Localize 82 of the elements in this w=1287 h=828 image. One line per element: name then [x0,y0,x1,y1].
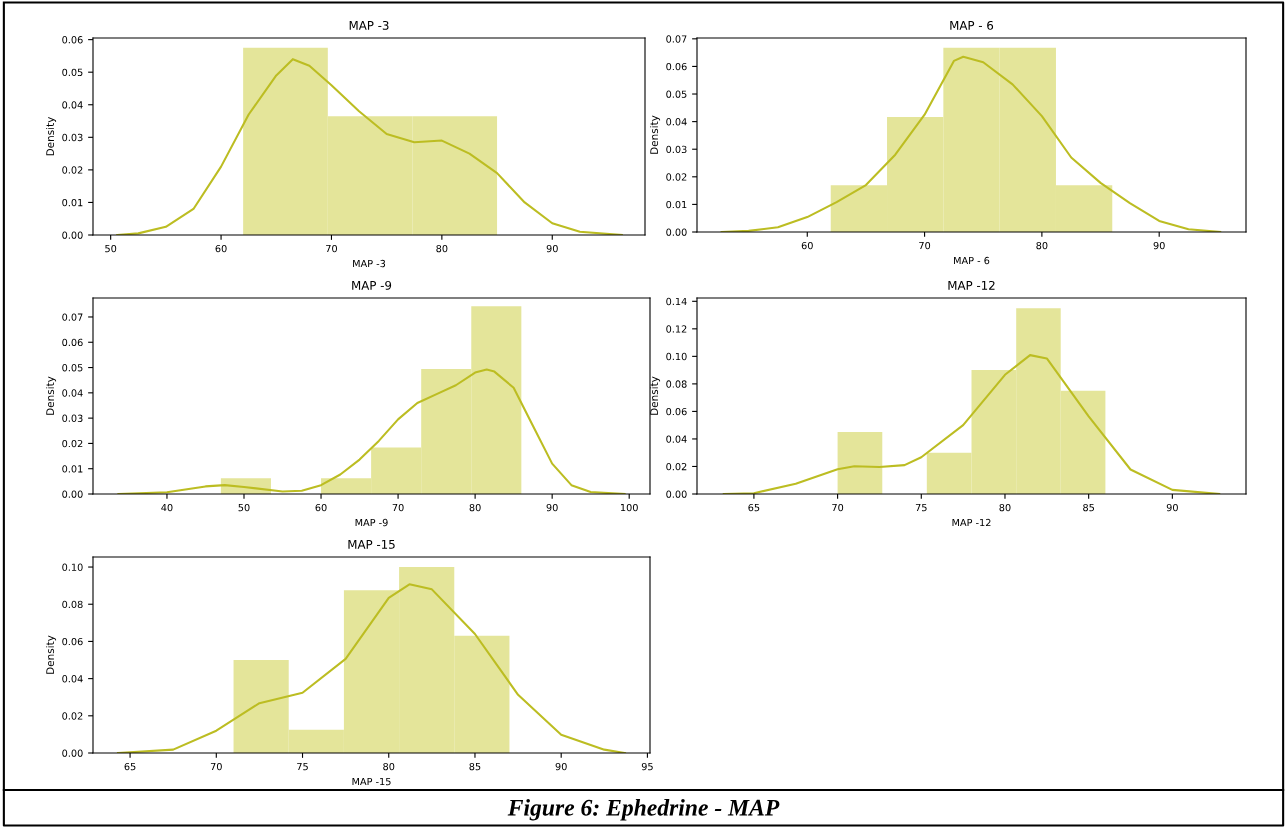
y-tick-label: 0.00 [62,749,83,757]
x-tick-label: 75 [915,504,927,512]
x-tick-label: 85 [469,762,481,771]
y-tick-label: 0.12 [666,325,687,333]
y-axis-title: Density [45,117,57,156]
x-tick-label: 90 [546,244,558,253]
y-tick-label: 0.03 [666,145,687,154]
y-tick-label: 0.07 [666,35,687,43]
y-tick-label: 0.04 [62,675,83,683]
y-tick-label: 0.06 [62,637,83,646]
x-tick-label: 65 [748,503,760,512]
x-tick-label: 80 [436,244,448,253]
y-tick-label: 0.03 [62,133,83,142]
chart-title: MAP -15 [348,540,395,549]
y-tick-label: 0.08 [666,380,687,388]
chart-title: MAP -3 [349,20,389,30]
y-tick-label: 0.06 [666,407,687,416]
x-tick-label: 65 [124,762,136,771]
x-tick-label: 80 [999,503,1011,512]
y-tick-label: 0.04 [666,118,687,126]
x-tick-label: 80 [383,762,395,771]
x-tick-label: 80 [1036,241,1048,250]
y-tick-label: 0.03 [62,414,83,422]
x-axis-title: MAP -9 [355,518,388,527]
y-tick-label: 0.02 [666,173,687,181]
x-tick-label: 60 [801,241,813,250]
x-tick-label: 75 [297,763,308,771]
x-tick-label: 95 [641,762,653,771]
y-tick-label: 0.05 [666,90,687,98]
x-tick-label: 90 [1166,503,1178,512]
x-tick-label: 50 [105,244,117,253]
x-tick-label: 100 [620,503,638,512]
x-tick-label: 85 [1083,503,1094,512]
x-tick-label: 50 [238,503,250,512]
y-axis-title: Density [45,635,57,674]
y-tick-label: 0.01 [62,465,83,473]
y-tick-label: 0.00 [666,490,687,498]
y-axis-title: Density [45,376,57,415]
y-tick-label: 0.04 [666,435,687,443]
y-tick-label: 0.06 [62,36,83,44]
y-tick-label: 0.01 [62,198,83,207]
x-axis-title: MAP -12 [952,518,991,527]
y-tick-label: 0.06 [666,62,687,71]
chart-title: MAP -9 [352,280,392,290]
y-tick-label: 0.02 [62,439,83,448]
y-tick-label: 0.00 [666,228,687,236]
x-tick-label: 60 [315,503,327,512]
y-tick-label: 0.05 [62,68,83,77]
x-axis-title: MAP -15 [352,777,391,786]
x-tick-label: 70 [832,503,844,512]
y-tick-label: 0.10 [62,563,83,571]
x-tick-label: 60 [215,244,227,253]
y-tick-label: 0.06 [62,338,83,347]
y-tick-label: 0.02 [666,462,687,471]
x-tick-label: 70 [392,503,404,512]
y-tick-label: 0.00 [62,490,83,498]
y-axis-title: Density [649,115,661,154]
y-tick-label: 0.07 [62,313,83,321]
y-tick-label: 0.01 [666,200,687,209]
y-tick-label: 0.00 [62,231,83,239]
x-tick-label: 90 [546,503,558,512]
y-tick-label: 0.02 [62,166,83,174]
y-tick-label: 0.05 [62,364,83,372]
y-tick-label: 0.04 [62,389,83,397]
x-tick-label: 40 [161,503,173,512]
chart-title: MAP - 6 [950,20,994,30]
y-tick-label: 0.08 [62,600,83,609]
chart-title: MAP -12 [948,280,995,290]
x-axis-title: MAP - 6 [954,256,990,265]
x-tick-label: 90 [555,762,567,771]
y-tick-label: 0.02 [62,712,83,720]
x-axis-title: MAP -3 [353,259,386,268]
y-axis-title: Density [649,376,661,415]
y-tick-label: 0.10 [666,352,687,361]
y-tick-label: 0.14 [666,297,687,306]
x-tick-label: 70 [326,244,337,253]
x-tick-label: 90 [1153,241,1165,250]
caption: Figure 6: Ephedrine - MAP [507,799,780,821]
x-tick-label: 70 [210,762,222,771]
y-tick-label: 0.04 [62,101,83,109]
x-tick-label: 70 [919,241,931,250]
x-tick-label: 80 [469,503,481,512]
